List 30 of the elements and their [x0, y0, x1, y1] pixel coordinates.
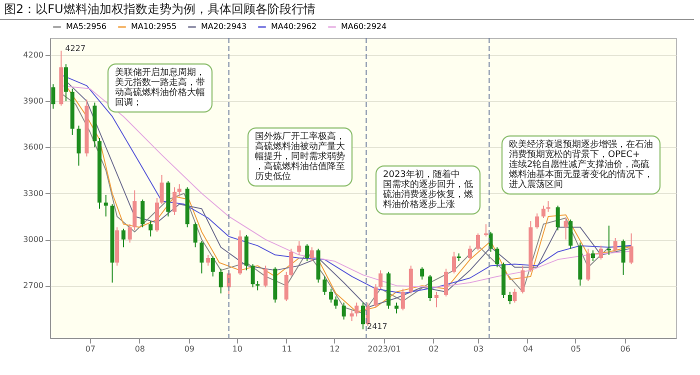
annotation: 国外炼厂开工率极高，高硫燃料油被动产量大幅提升，同时需求弱势，高硫燃料油估值降至历史低位 — [255, 131, 345, 182]
y-tick-label: 3000 — [23, 235, 44, 244]
x-tick-label: 04 — [522, 344, 534, 354]
y-tick-label: 4200 — [23, 50, 44, 60]
x-tick-label: 03 — [473, 344, 484, 354]
legend-label: MA60:2924 — [341, 22, 387, 31]
annotation: 2417 — [367, 322, 388, 332]
x-tick-label: 09 — [184, 344, 195, 354]
annotation: 美联储开启加息周期，美元指数一路走高，带动高硫燃料油价格大幅回调； — [115, 67, 205, 108]
x-tick-label: 2023/01 — [368, 344, 401, 354]
x-tick-label: 02 — [428, 344, 439, 354]
x-tick-label: 06 — [620, 344, 630, 354]
x-tick-label: 11 — [282, 344, 292, 354]
y-tick-label: 2700 — [23, 281, 44, 290]
x-tick-label: 10 — [232, 344, 242, 354]
annotation: 欧美经济衰退预期逐步增强，在石油消费预期宽松的背景下，OPEC+连续2轮自愿性减产支撑油价，高硫燃料油基本面无显著变化的情况下，进入震荡区间 — [509, 139, 653, 190]
legend-label: MA5:2956 — [66, 22, 107, 31]
annotation: 2023年初，随着中国需求的逐步回升，低硫油消费逐步恢复，燃料油价格逐步上涨 — [383, 169, 473, 210]
y-tick-label: 3600 — [23, 142, 44, 152]
y-tick-label: 3300 — [23, 188, 44, 198]
x-tick-label: 12 — [330, 344, 340, 354]
x-tick-label: 05 — [570, 344, 581, 354]
legend-label: MA10:2955 — [131, 22, 177, 31]
x-tick-label: 08 — [134, 344, 146, 354]
legend-label: MA20:2943 — [201, 22, 247, 31]
annotation: 4227 — [65, 44, 86, 53]
x-tick-label: 07 — [85, 344, 96, 354]
chart-title: 图2：以FU燃料油加权指数走势为例，具体回顾各阶段行情 — [0, 0, 694, 20]
y-tick-label: 3900 — [23, 96, 44, 106]
legend-label: MA40:2962 — [271, 22, 317, 31]
